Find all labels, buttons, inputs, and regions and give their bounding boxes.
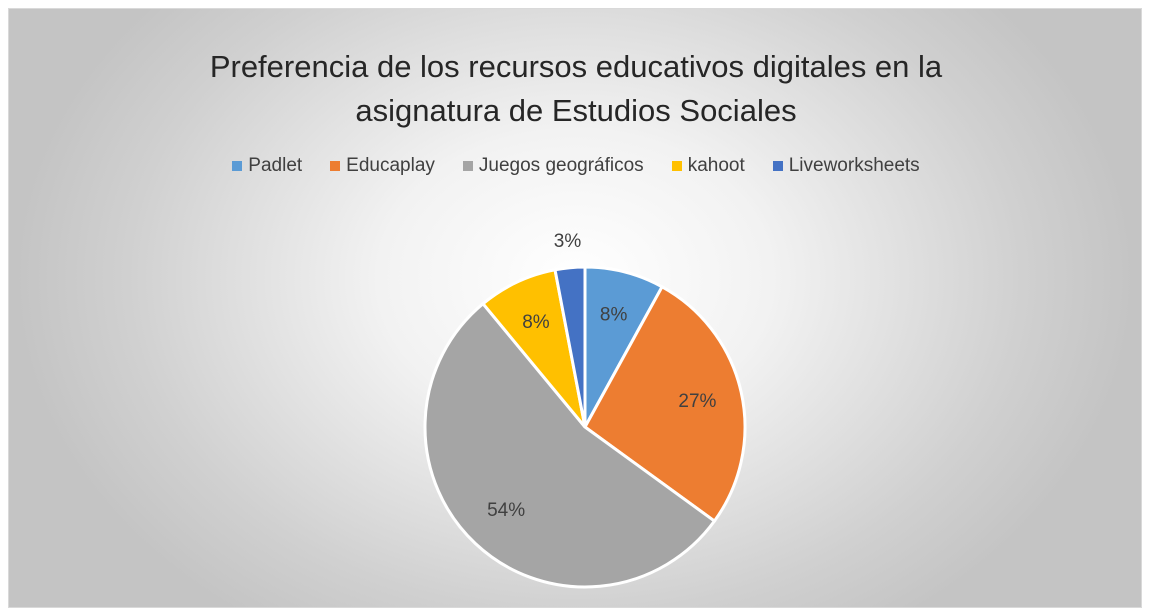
pie-slice xyxy=(423,301,717,589)
legend-label: Padlet xyxy=(248,155,303,176)
pie-slice xyxy=(553,265,587,428)
data-label: 3% xyxy=(554,231,582,252)
legend-swatch xyxy=(671,161,682,171)
data-label: 54% xyxy=(487,500,525,521)
legend-swatch xyxy=(232,161,243,171)
data-label: 8% xyxy=(522,312,550,333)
legend-item: Padlet xyxy=(232,155,302,177)
legend-label: kahoot xyxy=(687,155,745,176)
chart: Preferencia de los recursos educativos d… xyxy=(8,8,1142,608)
legend-label: Juegos geográficos xyxy=(478,155,644,176)
legend-label: Educaplay xyxy=(346,155,435,176)
chart-title: Preferencia de los recursos educativos d… xyxy=(209,49,943,128)
legend: Padlet Educaplay Juegos geográficos kahoot L… xyxy=(9,155,1143,177)
data-label: 27% xyxy=(678,391,716,412)
pie-slice xyxy=(583,284,747,524)
legend-item: Juegos geográficos xyxy=(462,155,644,177)
legend-item: Educaplay xyxy=(330,155,435,177)
legend-item: Liveworksheets xyxy=(772,155,920,177)
legend-item: kahoot xyxy=(671,155,745,177)
legend-swatch xyxy=(772,161,783,171)
legend-swatch xyxy=(462,161,473,171)
legend-swatch xyxy=(330,161,341,171)
legend-label: Liveworksheets xyxy=(788,155,920,176)
plot: 8% 27% 54% 8% 3% xyxy=(423,231,747,589)
data-label: 8% xyxy=(600,304,628,325)
